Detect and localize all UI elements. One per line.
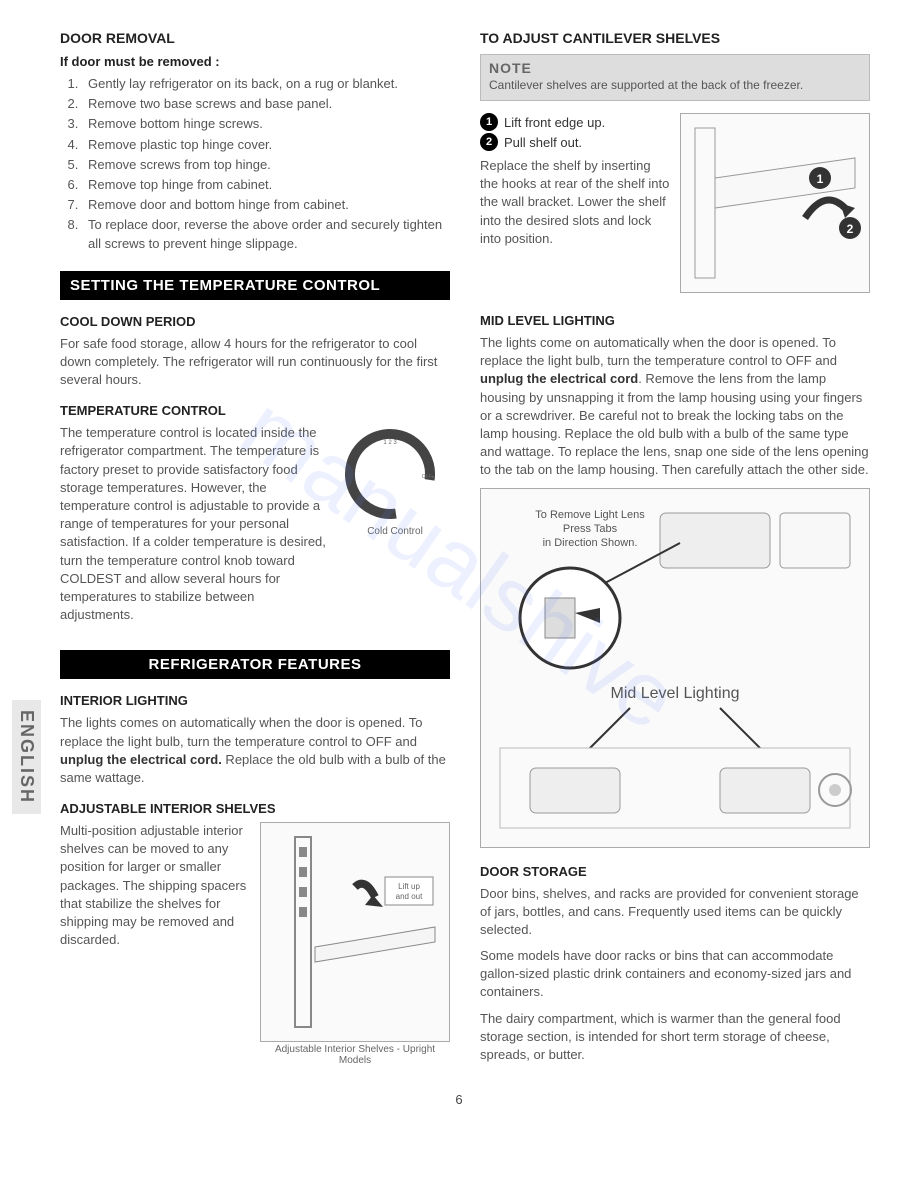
list-item: Remove two base screws and base panel. [82, 95, 450, 113]
doorstorage-p1: Door bins, shelves, and racks are provid… [480, 885, 870, 940]
doorstorage-p3: The dairy compartment, which is warmer t… [480, 1010, 870, 1065]
adjshelves-figure: Lift up and out Adjustable Interior Shel… [260, 822, 450, 1066]
right-column: TO ADJUST CANTILEVER SHELVES NOTE Cantil… [480, 30, 870, 1072]
cantilever-body: Replace the shelf by inserting the hooks… [480, 157, 670, 248]
door-removal-title: DOOR REMOVAL [60, 30, 450, 46]
left-column: DOOR REMOVAL If door must be removed : G… [60, 30, 450, 1072]
cantilever-title: TO ADJUST CANTILEVER SHELVES [480, 30, 870, 46]
list-item: Remove door and bottom hinge from cabine… [82, 196, 450, 214]
svg-text:Lift up: Lift up [398, 882, 420, 891]
intlight-title: INTERIOR LIGHTING [60, 693, 450, 708]
step-2: 2 Pull shelf out. [480, 133, 670, 151]
page-number: 6 [0, 1092, 918, 1127]
door-removal-subtitle: If door must be removed : [60, 54, 450, 69]
cooldown-title: COOL DOWN PERIOD [60, 314, 450, 329]
adjshelves-body: Multi-position adjustable interior shelv… [60, 822, 250, 949]
svg-text:Press Tabs: Press Tabs [563, 523, 618, 535]
banner-temperature: SETTING THE TEMPERATURE CONTROL [60, 271, 450, 300]
list-item: Remove plastic top hinge cover. [82, 136, 450, 154]
page-content: DOOR REMOVAL If door must be removed : G… [0, 0, 918, 1092]
text-bold: unplug the electrical cord. [60, 752, 222, 767]
text: . Remove the lens from the lamp housing … [480, 371, 869, 477]
shelf-diagram-icon: Lift up and out [260, 822, 450, 1042]
midlight-diagram-icon: To Remove Light Lens Press Tabs in Direc… [480, 488, 870, 848]
midlight-title: MID LEVEL LIGHTING [480, 313, 870, 328]
list-item: Gently lay refrigerator on its back, on … [82, 75, 450, 93]
step-1: 1 Lift front edge up. [480, 113, 670, 131]
step-number-icon: 2 [480, 133, 498, 151]
step-text: Pull shelf out. [504, 135, 582, 150]
doorstorage-p2: Some models have door racks or bins that… [480, 947, 870, 1002]
note-box: NOTE Cantilever shelves are supported at… [480, 54, 870, 101]
banner-features: REFRIGERATOR FEATURES [60, 650, 450, 679]
door-removal-steps: Gently lay refrigerator on its back, on … [60, 75, 450, 253]
midlight-body: The lights come on automatically when th… [480, 334, 870, 480]
cantilever-diagram-icon: 1 2 [680, 113, 870, 293]
text: The lights come on automatically when th… [480, 335, 837, 368]
svg-text:OFF▸: OFF▸ [422, 474, 435, 480]
adjshelves-title: ADJUSTABLE INTERIOR SHELVES [60, 801, 450, 816]
adjshelves-caption: Adjustable Interior Shelves - Upright Mo… [260, 1044, 450, 1066]
svg-text:1: 1 [817, 172, 824, 186]
svg-text:Mid Level Lighting: Mid Level Lighting [611, 685, 740, 702]
step-number-icon: 1 [480, 113, 498, 131]
list-item: Remove screws from top hinge. [82, 156, 450, 174]
cooldown-body: For safe food storage, allow 4 hours for… [60, 335, 450, 390]
intlight-body: The lights comes on automatically when t… [60, 714, 450, 787]
svg-text:in Direction Shown.: in Direction Shown. [543, 537, 638, 549]
cold-control-dial-icon: 1 2 3 OFF▸ [340, 424, 440, 524]
text: The lights comes on automatically when t… [60, 715, 423, 748]
language-tab: ENGLISH [12, 700, 41, 814]
text-bold: unplug the electrical cord [480, 371, 638, 386]
step-text: Lift front edge up. [504, 115, 605, 130]
dial-figure: 1 2 3 OFF▸ Cold Control [340, 424, 450, 537]
list-item: To replace door, reverse the above order… [82, 216, 450, 252]
note-body: Cantilever shelves are supported at the … [489, 78, 861, 92]
list-item: Remove top hinge from cabinet. [82, 176, 450, 194]
svg-text:2: 2 [847, 222, 854, 236]
dial-caption: Cold Control [340, 526, 450, 537]
note-title: NOTE [489, 60, 861, 76]
tempctrl-body: The temperature control is located insid… [60, 424, 328, 624]
doorstorage-title: DOOR STORAGE [480, 864, 870, 879]
svg-text:and out: and out [396, 892, 423, 901]
tempctrl-title: TEMPERATURE CONTROL [60, 403, 450, 418]
svg-text:1 2 3: 1 2 3 [383, 440, 397, 446]
list-item: Remove bottom hinge screws. [82, 115, 450, 133]
svg-text:To Remove Light Lens: To Remove Light Lens [535, 509, 645, 521]
cantilever-steps: 1 Lift front edge up. 2 Pull shelf out. … [480, 113, 670, 256]
